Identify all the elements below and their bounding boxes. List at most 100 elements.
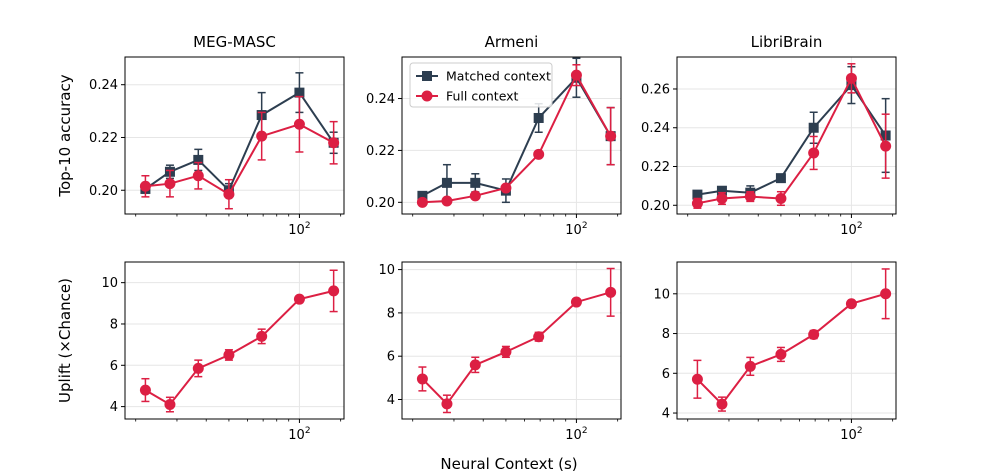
panel-2-series-full-point-5 — [845, 72, 857, 84]
panel-5-series-full-line — [696, 292, 886, 406]
panel-4-y-tick-label-2: 8 — [387, 306, 395, 321]
panel-2-series-matched-point-4 — [808, 122, 819, 133]
panel-3-series-full-point-3 — [223, 349, 235, 361]
panel-1-axes-frame — [401, 56, 622, 215]
panel-4-series-full-point-0 — [416, 373, 428, 385]
panel-1-legend-label-matched: Matched context — [446, 69, 551, 84]
panel-2-y-tick-label-2: 0.24 — [641, 121, 670, 136]
panel-5-series-full-point-0 — [691, 373, 703, 385]
panel-3-series-full-line — [144, 289, 334, 406]
panel-0-x-tick-label: 102 — [288, 221, 310, 238]
panel-3-x-tick-label: 102 — [288, 426, 310, 443]
panel-0-y-tick-label-0: 0.20 — [89, 184, 118, 199]
panel-5-series-full-point-1 — [716, 398, 728, 410]
panel-1-series-full-point-1 — [441, 195, 453, 207]
panel-1-series-matched-point-2 — [470, 177, 481, 188]
panel-1-series-full-point-2 — [469, 190, 481, 202]
panel-4: 4 6 8 10 102 — [378, 261, 622, 443]
panel-5-series-full — [691, 268, 892, 412]
panel-5-y-tick-label-2: 8 — [662, 327, 670, 342]
panel-5-series-full-point-3 — [775, 348, 787, 360]
panel-0-series-full-point-3 — [223, 188, 235, 200]
panel-3: 4 6 8 10 102 Uplift (×Chance) — [56, 261, 345, 443]
panel-0-series-full-point-0 — [139, 180, 151, 192]
panel-0-series-full — [139, 95, 340, 210]
panel-5-y-tick-label-3: 10 — [653, 287, 670, 302]
panel-5-axes-frame — [676, 261, 897, 420]
panel-2-series-full — [691, 63, 892, 209]
panel-0-y-tick-label-1: 0.22 — [89, 131, 118, 146]
panel-3-series-full-point-6 — [328, 285, 340, 297]
panel-4-axes-frame — [401, 261, 622, 420]
panel-1-series-matched-point-0 — [417, 190, 428, 201]
panel-2-title: LibriBrain — [751, 33, 823, 51]
panel-2-series-full-point-0 — [691, 197, 703, 209]
panel-1-legend-marker-matched — [422, 71, 432, 81]
panel-0-y-tick-label-2: 0.24 — [89, 78, 118, 93]
panel-1-y-tick-label-1: 0.22 — [366, 144, 395, 159]
panel-3-y-tick-label-3: 10 — [101, 276, 118, 291]
panel-2-y-tick-label-3: 0.26 — [641, 82, 670, 97]
panel-2-series-matched — [692, 65, 891, 201]
panel-0-series-full-point-2 — [192, 170, 204, 182]
panel-3-y-tick-label-2: 8 — [110, 317, 118, 332]
x-axis-label: Neural Context (s) — [440, 455, 577, 473]
panel-2-y-tick-label-0: 0.20 — [641, 199, 670, 214]
panel-1-series-full-point-5 — [570, 69, 582, 81]
panel-1-legend-box — [409, 62, 553, 108]
panel-0-series-full-point-1 — [164, 178, 176, 190]
panel-1-y-tick-label-0: 0.20 — [366, 196, 395, 211]
panel-1-series-full-point-0 — [416, 196, 428, 208]
panel-3-series-full-point-5 — [293, 293, 305, 305]
panel-2-series-full-line — [697, 76, 887, 205]
panel-2-series-matched-point-1 — [716, 185, 727, 196]
panel-3-series-full-point-2 — [192, 362, 204, 374]
panel-4-y-tick-label-1: 6 — [387, 350, 395, 365]
panel-0-y-axis-label: Top-10 accuracy — [56, 74, 74, 197]
panel-4-x-tick-label: 102 — [565, 426, 587, 443]
panel-2-series-full-point-3 — [775, 192, 787, 204]
panel-4-series-full-line — [421, 291, 611, 406]
panel-5-series-full-point-4 — [808, 329, 820, 341]
panel-5-series-full-point-5 — [845, 298, 857, 310]
panel-2-series-full-point-6 — [880, 140, 892, 152]
panel-2-series-full-point-2 — [744, 191, 756, 203]
panel-1-series-full-point-4 — [533, 148, 545, 160]
panel-3-y-tick-label-1: 6 — [110, 359, 118, 374]
panel-1-series-matched-point-1 — [441, 177, 452, 188]
panel-3-series-full-point-4 — [256, 330, 268, 342]
panel-1-series-full — [416, 64, 617, 208]
panel-3-series-full-point-0 — [139, 384, 151, 396]
panel-4-series-full-point-4 — [533, 331, 545, 343]
panel-4-series-full — [416, 267, 617, 414]
panel-1-x-tick-label: 102 — [565, 221, 587, 238]
panel-1-y-tick-label-2: 0.24 — [366, 92, 395, 107]
panel-1: 0.20 0.22 0.24 102 Armeni Matched context Full… — [366, 33, 622, 238]
panel-3-y-tick-label-0: 4 — [110, 400, 118, 415]
panel-5-y-tick-label-1: 6 — [662, 367, 670, 382]
panel-5-y-tick-label-0: 4 — [662, 407, 670, 422]
panel-0-series-full-point-6 — [328, 137, 340, 149]
panel-5-series-full-point-2 — [744, 360, 756, 372]
panel-3-series-full-point-1 — [164, 399, 176, 411]
panel-4-y-tick-label-3: 10 — [378, 263, 395, 278]
panel-2-axes-frame — [676, 56, 897, 215]
panel-1-legend: Matched context Full context — [409, 62, 553, 108]
panel-3-axes-frame — [124, 261, 345, 420]
panel-2-y-tick-label-1: 0.22 — [641, 160, 670, 175]
panel-2-x-tick-label: 102 — [840, 221, 862, 238]
panel-4-series-full-point-6 — [605, 286, 617, 298]
panel-3-y-axis-label: Uplift (×Chance) — [56, 278, 74, 403]
panel-4-y-tick-label-0: 4 — [387, 393, 395, 408]
panel-4-series-full-point-2 — [469, 359, 481, 371]
panel-2: 0.20 0.22 0.24 0.26 102 LibriBrain — [641, 33, 897, 238]
panel-5-x-tick-label: 102 — [840, 426, 862, 443]
panel-0-series-full-point-5 — [293, 118, 305, 130]
panel-1-legend-marker-full — [421, 90, 433, 102]
panel-1-legend-label-full: Full context — [446, 89, 519, 104]
panel-4-series-full-point-5 — [570, 296, 582, 308]
panel-1-series-matched-point-4 — [533, 112, 544, 123]
panel-0-series-full-point-4 — [256, 130, 268, 142]
panel-0-axes-frame — [124, 56, 345, 215]
